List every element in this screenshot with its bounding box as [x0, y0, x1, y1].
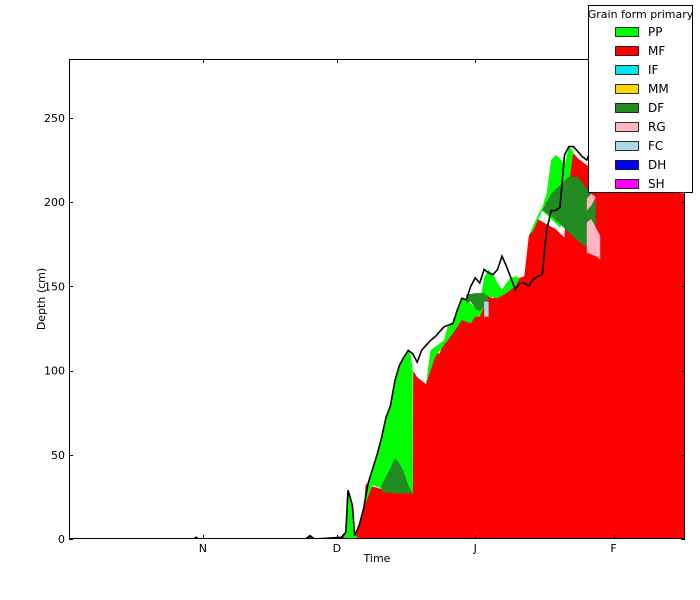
area-rg-10: [586, 219, 601, 260]
area-df-3: [381, 458, 413, 494]
legend-label-fc: FC: [648, 139, 663, 153]
y-tick-label: 150: [44, 280, 65, 293]
y-tick-label: 200: [44, 196, 65, 209]
x-tick-label: J: [473, 542, 477, 555]
legend-swatch-if: [615, 65, 639, 75]
area-rg-11: [586, 193, 596, 211]
legend-swatch-pp: [615, 27, 639, 37]
y-tick-label: 250: [44, 112, 65, 125]
area-df-6: [466, 293, 489, 312]
x-tick-label: F: [610, 542, 616, 555]
legend-label-dh: DH: [648, 158, 666, 172]
legend: Grain form primary PP MF IF MM DF RG FC DH SH: [588, 5, 694, 193]
area-pp-1: [341, 490, 357, 539]
y-tick-label: 50: [51, 449, 65, 462]
area-df-9: [542, 176, 596, 248]
legend-label-sh: SH: [648, 177, 665, 191]
legend-title: Grain form primary: [588, 8, 694, 21]
x-tick-label: D: [333, 542, 341, 555]
legend-label-mm: MM: [648, 82, 669, 96]
legend-swatch-df: [615, 103, 639, 113]
y-axis-label: Depth (cm): [35, 268, 48, 330]
legend-swatch-mf: [615, 46, 639, 56]
area-mf-0: [69, 148, 685, 539]
axes: 0 50 100 150 200 250 N D J F: [44, 59, 685, 555]
legend-label-rg: RG: [648, 120, 666, 134]
legend-swatch-fc: [615, 141, 639, 151]
legend-swatch-rg: [615, 122, 639, 132]
legend-swatch-mm: [615, 84, 639, 94]
y-tick-label: 0: [58, 533, 65, 546]
legend-label-pp: PP: [648, 25, 662, 39]
plot-frame: [69, 59, 685, 539]
legend-label-df: DF: [648, 101, 664, 115]
y-tick-label: 100: [44, 365, 65, 378]
legend-label-mf: MF: [648, 44, 665, 58]
legend-label-if: IF: [648, 63, 659, 77]
area-pp-5: [475, 269, 520, 317]
area-pp-4: [426, 298, 476, 385]
x-tick-label: N: [199, 542, 207, 555]
x-axis-label: Time: [363, 552, 391, 565]
legend-swatch-dh: [615, 160, 639, 170]
area-fc-7: [484, 301, 489, 317]
legend-box: [588, 5, 693, 193]
legend-swatch-sh: [615, 179, 639, 189]
